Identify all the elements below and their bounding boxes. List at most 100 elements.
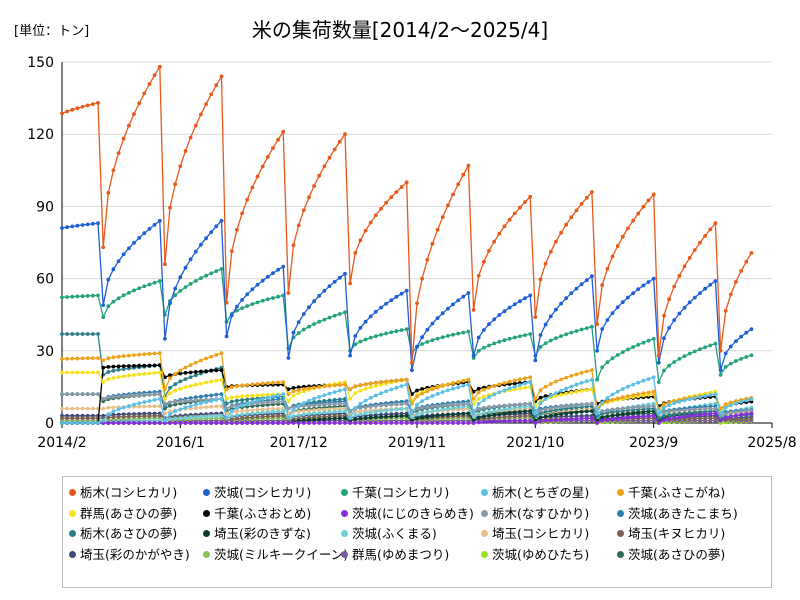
legend-marker: [481, 530, 488, 537]
data-point: [75, 392, 80, 396]
data-point: [137, 393, 142, 397]
data-point: [672, 401, 677, 406]
data-point: [147, 404, 152, 409]
legend-item: 埼玉(キヌヒカリ): [617, 523, 725, 542]
data-point: [137, 236, 142, 240]
data-point: [157, 397, 162, 401]
data-point: [343, 310, 347, 315]
data-point: [677, 273, 682, 278]
data-point: [307, 421, 311, 425]
data-point: [651, 413, 656, 418]
data-point: [739, 412, 743, 417]
data-point: [209, 271, 214, 276]
data-point: [373, 393, 378, 398]
data-point: [600, 365, 605, 370]
data-point: [384, 408, 388, 413]
data-point: [626, 411, 630, 416]
data-point: [65, 421, 69, 425]
data-point: [271, 271, 275, 276]
data-point: [713, 411, 718, 416]
data-point: [65, 109, 69, 114]
data-point: [265, 297, 270, 302]
data-point: [595, 322, 599, 327]
data-point: [199, 112, 203, 117]
data-point: [147, 282, 152, 287]
data-point: [610, 413, 615, 418]
data-point: [512, 381, 517, 386]
data-point: [574, 403, 579, 408]
data-point: [656, 416, 661, 421]
data-point: [708, 393, 713, 397]
data-point: [482, 420, 486, 424]
data-point: [173, 402, 178, 407]
data-point: [518, 386, 522, 391]
data-point: [538, 401, 543, 406]
data-point: [379, 391, 383, 396]
data-point: [199, 405, 203, 410]
data-point: [96, 421, 100, 425]
data-point: [101, 418, 106, 423]
data-point: [420, 387, 424, 391]
data-point: [692, 248, 697, 252]
data-point: [440, 384, 445, 388]
data-point: [692, 349, 697, 354]
data-point: [446, 421, 450, 425]
data-point: [291, 407, 296, 412]
data-point: [116, 407, 121, 412]
data-point: [178, 421, 183, 425]
data-point: [533, 315, 538, 319]
data-point: [260, 164, 265, 169]
data-point: [456, 405, 461, 410]
data-point: [646, 280, 651, 284]
data-point: [507, 406, 512, 411]
data-point: [307, 398, 311, 403]
data-point: [698, 395, 702, 399]
data-point: [590, 368, 594, 372]
data-point: [126, 353, 131, 358]
data-point: [482, 387, 486, 392]
data-point: [132, 353, 136, 357]
data-point: [363, 337, 368, 342]
data-point: [533, 358, 538, 363]
data-point: [482, 394, 486, 399]
data-point: [240, 383, 245, 388]
data-point: [327, 315, 332, 320]
data-point: [96, 356, 100, 360]
data-point: [605, 318, 610, 322]
data-point: [358, 238, 363, 243]
data-point: [687, 300, 692, 305]
data-point: [399, 378, 404, 382]
data-point: [446, 382, 450, 387]
legend-item: 茨城(ゆめひたち): [481, 544, 589, 563]
data-point: [749, 251, 754, 255]
data-point: [394, 414, 399, 419]
data-point: [389, 330, 394, 335]
data-point: [101, 315, 106, 319]
data-point: [410, 360, 414, 365]
data-point: [332, 421, 337, 425]
data-point: [579, 370, 584, 375]
data-point: [492, 415, 497, 420]
data-point: [579, 282, 584, 287]
data-point: [126, 364, 131, 368]
data-point: [168, 205, 172, 210]
data-point: [373, 384, 378, 388]
data-point: [569, 215, 574, 220]
data-point: [265, 381, 270, 385]
data-point: [646, 338, 651, 343]
data-point: [240, 416, 245, 420]
data-point: [590, 401, 594, 406]
legend-marker: [69, 489, 76, 496]
data-point: [188, 370, 193, 375]
data-point: [193, 406, 198, 410]
data-point: [744, 355, 749, 359]
data-point: [286, 421, 291, 425]
data-point: [389, 408, 394, 412]
data-point: [502, 338, 507, 343]
data-point: [528, 375, 533, 380]
data-point: [75, 332, 80, 336]
data-point: [240, 409, 245, 413]
data-point: [492, 341, 497, 346]
data-point: [240, 306, 245, 310]
data-point: [451, 302, 455, 307]
